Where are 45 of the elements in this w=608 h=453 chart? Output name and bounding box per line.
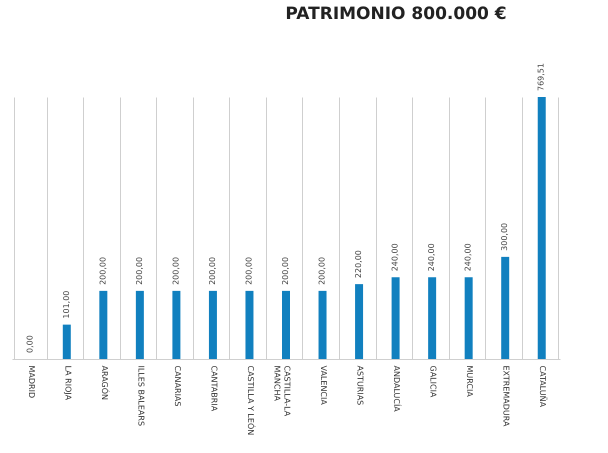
data-label: 769,51 [536, 63, 546, 91]
data-label: 200,00 [208, 256, 217, 285]
data-label: 0,00 [25, 335, 34, 353]
bar [501, 256, 510, 359]
data-label: 200,00 [98, 256, 108, 285]
bar [392, 277, 400, 359]
x-tick-label: LA RIOJA [63, 366, 72, 401]
bar [355, 284, 364, 359]
x-tick-label: CATALUÑA [538, 366, 548, 408]
data-label: 101,00 [62, 290, 71, 319]
data-label: 240,00 [464, 243, 473, 272]
data-label: 200,00 [281, 256, 290, 285]
bar [99, 290, 108, 359]
data-label: 200,00 [171, 256, 180, 285]
chart-title: PATRIMONIO 800.000 € [285, 4, 507, 24]
bar [428, 277, 436, 359]
data-label: 200,00 [134, 256, 144, 285]
data-label: 300,00 [500, 222, 510, 251]
x-tick-label: ANDALUCÍA [392, 366, 402, 412]
x-tick-label: CANTABRIA [209, 366, 218, 412]
data-label: 240,00 [390, 243, 400, 272]
bar [208, 290, 217, 359]
x-tick-label: CASTILLA-LA MANCHA [272, 366, 292, 417]
data-label: 240,00 [427, 243, 436, 272]
x-tick-label: GALICIA [428, 366, 438, 398]
x-tick-label: MURCIA [465, 366, 474, 398]
x-tick-label: ILLES BALEARS [136, 366, 146, 426]
bar [282, 290, 290, 359]
x-tick-label: VALENCIA [319, 366, 328, 406]
bar [538, 97, 546, 359]
bar [172, 290, 180, 359]
data-label: 200,00 [244, 256, 254, 285]
data-label: 220,00 [354, 250, 364, 278]
bar [62, 324, 71, 359]
bar [245, 290, 254, 359]
x-tick-label: MADRID [26, 366, 36, 398]
x-tick-label: CASTILLA Y LEÓN [246, 366, 256, 436]
x-tick-label: ARAGÓN [100, 366, 110, 400]
bar [318, 290, 327, 359]
x-tick-label: CANARIAS [172, 366, 182, 406]
bar [136, 290, 144, 359]
data-label: 200,00 [318, 256, 327, 285]
x-tick-label: EXTREMADURA [502, 366, 511, 428]
x-tick-label: ASTURIAS [356, 366, 365, 406]
bar [464, 277, 473, 359]
